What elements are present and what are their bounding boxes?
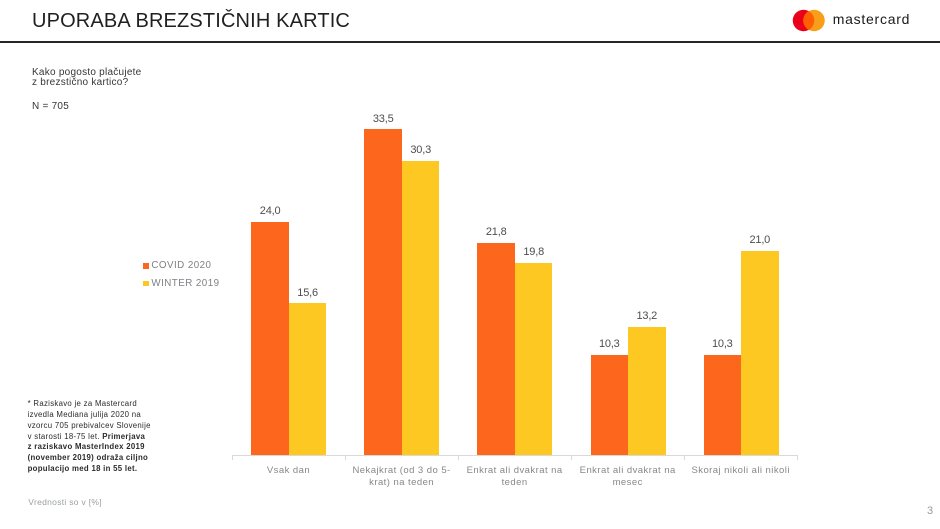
svg-text:mastercard: mastercard	[833, 11, 911, 27]
